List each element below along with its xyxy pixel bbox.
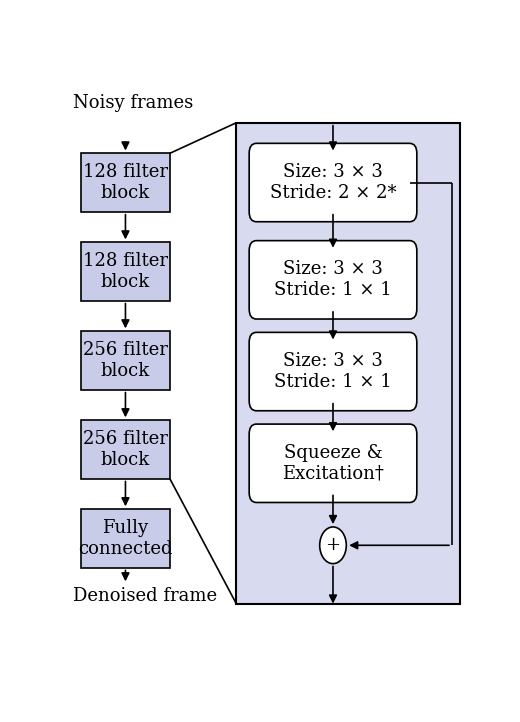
Text: Squeeze &
Excitation†: Squeeze & Excitation† xyxy=(282,444,384,483)
FancyBboxPatch shape xyxy=(81,153,170,212)
Text: Size: 3 × 3
Stride: 1 × 1: Size: 3 × 3 Stride: 1 × 1 xyxy=(274,261,392,299)
Text: +: + xyxy=(326,536,341,554)
Text: Fully
connected: Fully connected xyxy=(78,519,173,557)
FancyBboxPatch shape xyxy=(249,240,417,319)
Text: 256 filter
block: 256 filter block xyxy=(83,430,168,469)
Circle shape xyxy=(320,527,346,564)
FancyBboxPatch shape xyxy=(236,123,460,604)
FancyBboxPatch shape xyxy=(81,420,170,479)
FancyBboxPatch shape xyxy=(249,424,417,503)
Text: Noisy frames: Noisy frames xyxy=(73,94,193,112)
FancyBboxPatch shape xyxy=(249,332,417,411)
Text: 128 filter
block: 128 filter block xyxy=(83,252,168,291)
FancyBboxPatch shape xyxy=(81,243,170,300)
Text: 128 filter
block: 128 filter block xyxy=(83,163,168,202)
Text: Size: 3 × 3
Stride: 2 × 2*: Size: 3 × 3 Stride: 2 × 2* xyxy=(270,163,396,202)
FancyBboxPatch shape xyxy=(81,331,170,390)
Text: Size: 3 × 3
Stride: 1 × 1: Size: 3 × 3 Stride: 1 × 1 xyxy=(274,352,392,391)
FancyBboxPatch shape xyxy=(249,144,417,222)
FancyBboxPatch shape xyxy=(81,509,170,567)
Text: 256 filter
block: 256 filter block xyxy=(83,341,168,380)
Text: Denoised frame: Denoised frame xyxy=(73,587,217,605)
